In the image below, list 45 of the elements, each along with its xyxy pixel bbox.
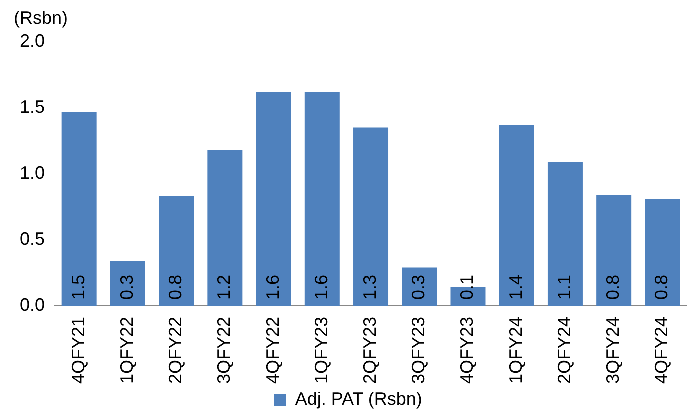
- data-label: 0.8: [166, 274, 186, 300]
- bar: [354, 128, 389, 306]
- data-label: 1.4: [506, 274, 526, 300]
- bar: [256, 92, 292, 306]
- x-tick-label: 2QFY23: [360, 316, 380, 384]
- data-label: 0.3: [116, 274, 137, 300]
- data-label: 0.8: [603, 274, 624, 300]
- bar: [208, 150, 243, 306]
- data-label: 1.2: [214, 274, 234, 300]
- data-label: 1.1: [554, 274, 574, 300]
- x-tick-label: 4QFY22: [262, 316, 283, 384]
- bar: [645, 199, 680, 306]
- data-label: 0.3: [408, 274, 429, 300]
- x-tick-label: 1QFY24: [506, 316, 526, 384]
- y-axis-title: (Rsbn): [14, 8, 68, 29]
- bar: [62, 112, 97, 306]
- y-tick-label: 2.0: [20, 30, 46, 51]
- x-tick-label: 3QFY22: [214, 316, 234, 384]
- data-label: 1.6: [311, 274, 332, 300]
- data-label: 1.5: [68, 274, 88, 300]
- legend-label: Adj. PAT (Rsbn): [295, 388, 422, 409]
- bar: [499, 125, 534, 306]
- x-tick-label: 1QFY23: [311, 316, 332, 384]
- y-tick-label: 0.0: [20, 294, 46, 315]
- bar: [159, 196, 194, 306]
- bar: [304, 92, 340, 306]
- data-label: 0.1: [457, 274, 478, 300]
- y-tick-label: 1.0: [20, 162, 46, 183]
- bar: [548, 162, 583, 306]
- x-tick-label: 1QFY22: [116, 316, 137, 384]
- x-tick-label: 4QFY23: [457, 316, 478, 384]
- bar: [110, 261, 146, 306]
- data-label: 0.8: [652, 274, 672, 300]
- x-tick-label: 2QFY24: [554, 316, 574, 384]
- bar: [402, 268, 438, 306]
- x-tick-label: 4QFY24: [652, 316, 672, 384]
- x-tick-label: 2QFY22: [166, 316, 186, 384]
- data-label: 1.6: [262, 274, 283, 300]
- y-tick-label: 0.5: [20, 228, 46, 249]
- x-tick-label: 4QFY21: [68, 316, 88, 384]
- data-label: 1.3: [360, 274, 380, 300]
- bar: [596, 195, 632, 306]
- x-tick-label: 3QFY24: [603, 316, 624, 384]
- y-tick-label: 1.5: [20, 96, 46, 117]
- x-tick-label: 3QFY23: [408, 316, 429, 384]
